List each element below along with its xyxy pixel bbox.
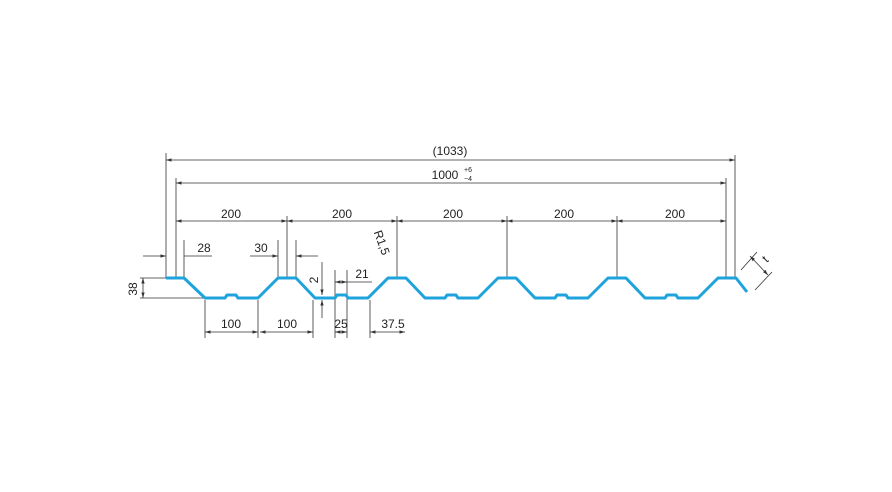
tolerance-upper: +6 — [464, 167, 472, 174]
tolerance-lower: −4 — [464, 176, 472, 183]
pitch: 200 — [665, 207, 685, 221]
height: 38 — [126, 282, 140, 296]
pitch: 200 — [443, 207, 463, 221]
pitch: 200 — [332, 207, 352, 221]
dimension-lines — [141, 158, 773, 334]
pitch: 200 — [554, 207, 574, 221]
labels: (1033) 1000 +6 −4 200 200 200 200 200 28… — [126, 144, 772, 331]
crest-left: 28 — [197, 241, 211, 255]
bottom-width: 100 — [221, 317, 241, 331]
bottom-width: 100 — [277, 317, 297, 331]
gap: 25 — [334, 317, 348, 331]
sheet-profile — [166, 276, 749, 300]
crest-right: 30 — [254, 241, 268, 255]
rib-height: 2 — [307, 276, 321, 283]
cover-width: 1000 — [432, 168, 459, 182]
rib-width: 21 — [355, 267, 369, 281]
thickness: t — [759, 253, 772, 266]
pitch: 200 — [221, 207, 241, 221]
overall-width: (1033) — [433, 144, 468, 158]
edge: 37.5 — [381, 317, 405, 331]
radius: R1,5 — [371, 228, 393, 257]
